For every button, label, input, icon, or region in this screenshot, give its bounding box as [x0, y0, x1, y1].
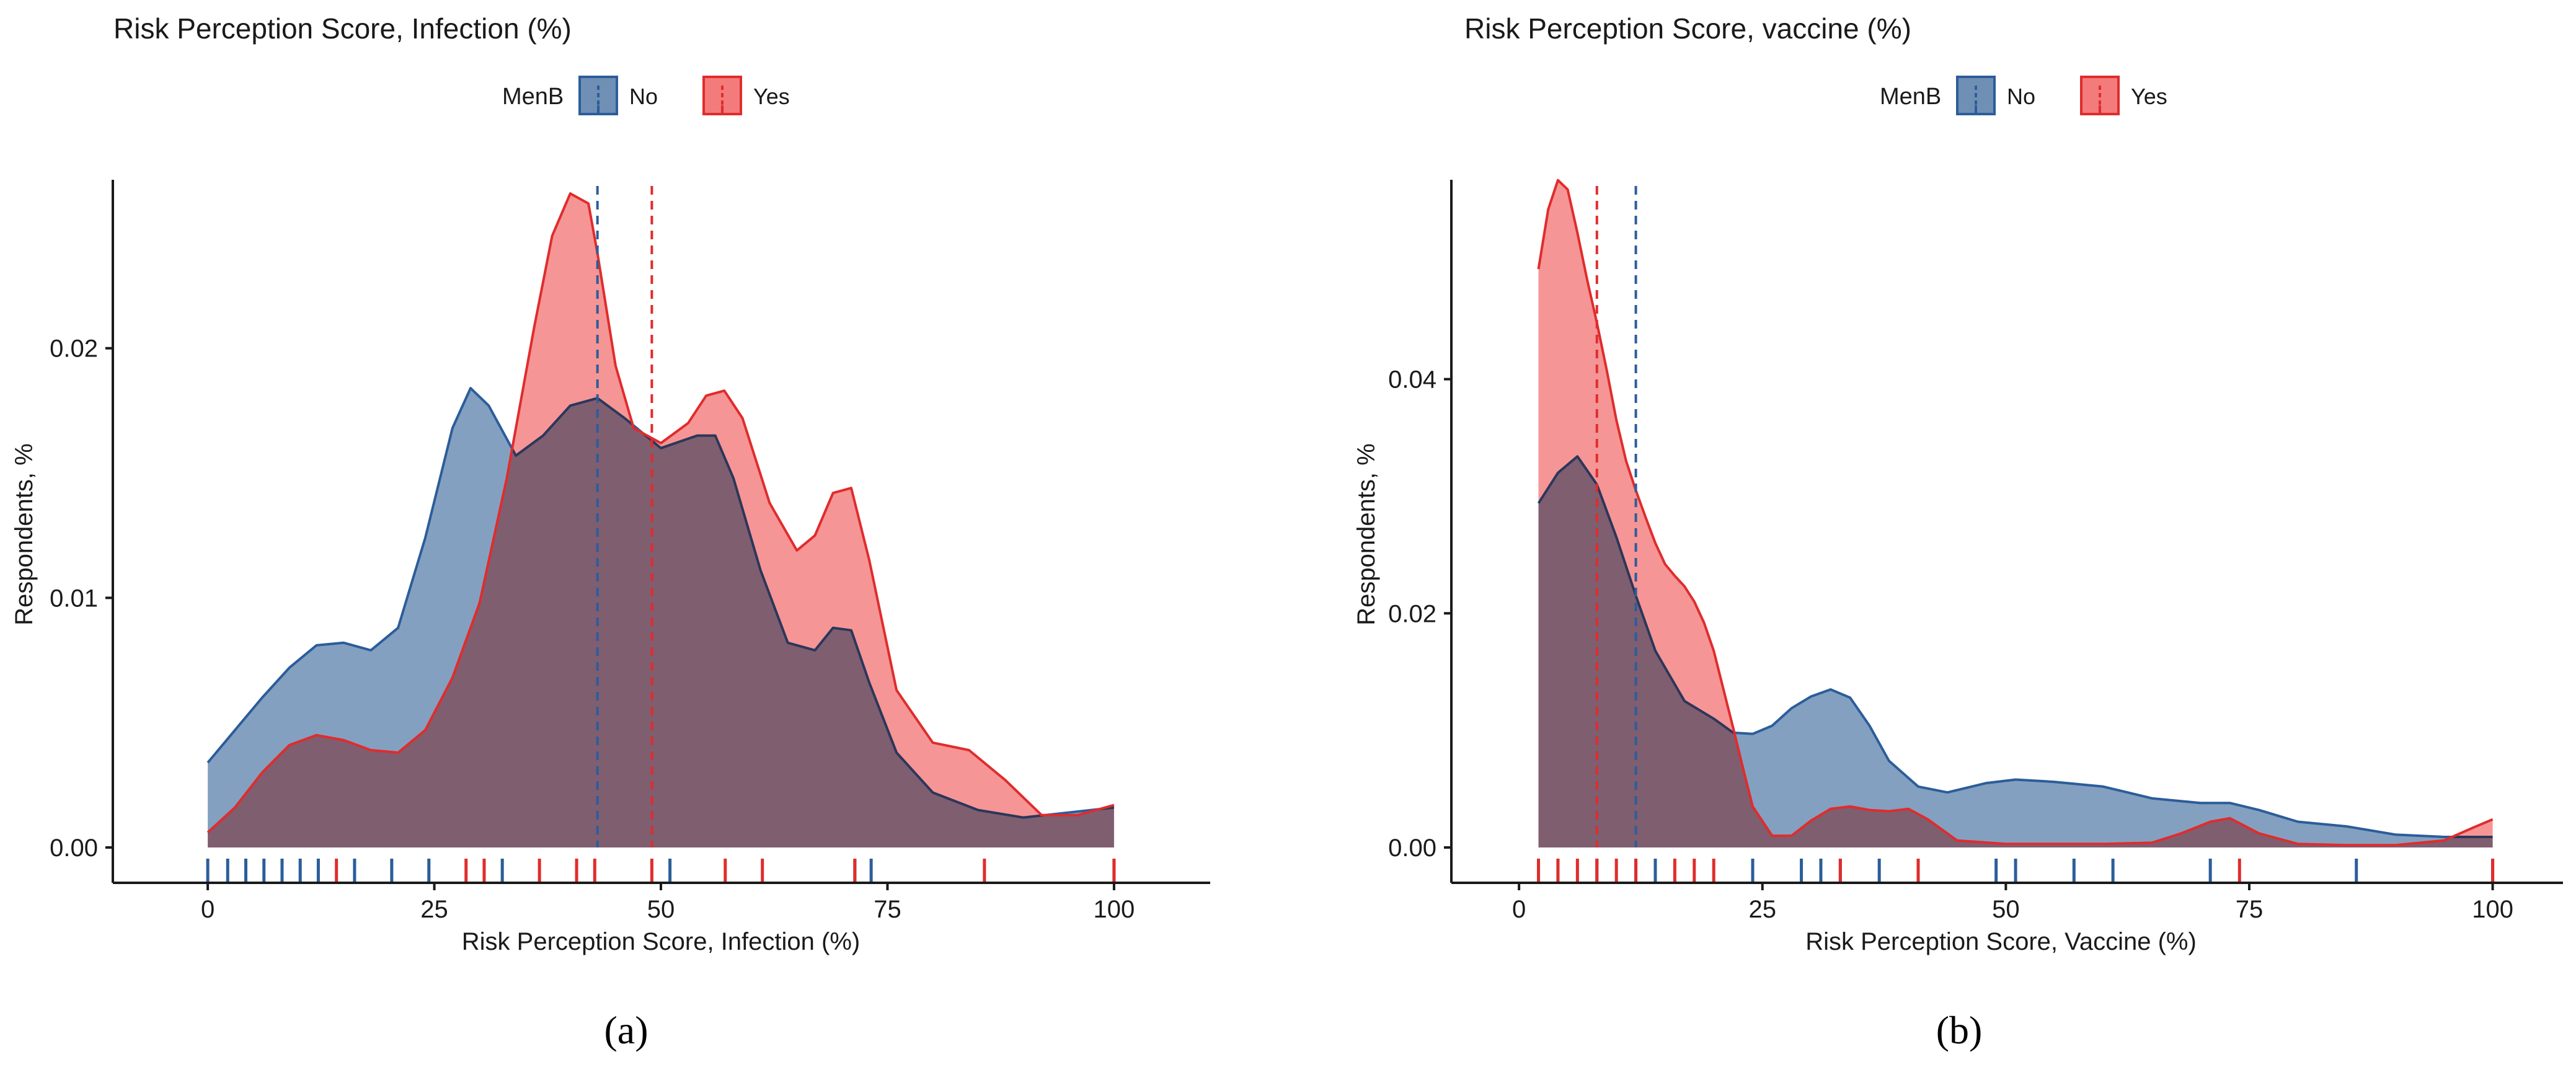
vaccine-chart-title: Risk Perception Score, vaccine (%) [1464, 12, 1911, 45]
infection-x-tick-label-2: 50 [647, 896, 675, 923]
infection-chart-title: Risk Perception Score, Infection (%) [113, 12, 572, 45]
infection-density-chart: Risk Perception Score, Infection (%) MenB… [11, 12, 1210, 955]
vaccine-legend-label-yes: Yes [2131, 84, 2167, 109]
caption-b: (b) [1936, 1008, 1983, 1052]
vaccine-x-tick-label-3: 75 [2236, 896, 2264, 923]
infection-legend: MenB No Yes [502, 76, 790, 115]
caption-a: (a) [604, 1008, 648, 1052]
vaccine-x-tick-label-4: 100 [2472, 896, 2513, 923]
infection-x-tick-label-1: 25 [420, 896, 448, 923]
panel-b-vaccine: Risk Perception Score, vaccine (%) MenB No… [1288, 0, 2575, 1075]
infection-legend-label-no: No [629, 84, 658, 109]
infection-x-tick-label-4: 100 [1094, 896, 1135, 923]
vaccine-y-tick-label-2: 0.04 [1388, 366, 1436, 394]
vaccine-x-tick-label-1: 25 [1748, 896, 1776, 923]
infection-density-area-yes [208, 193, 1114, 848]
vaccine-x-tick-label-0: 0 [1512, 896, 1526, 923]
vaccine-density-area-no [1538, 456, 2493, 847]
infection-y-axis-label: Respondents, % [11, 443, 38, 626]
vaccine-x-axis-label: Risk Perception Score, Vaccine (%) [1805, 928, 2197, 955]
vaccine-density-chart: Risk Perception Score, vaccine (%) MenB No… [1353, 12, 2563, 955]
vaccine-y-tick-label-1: 0.02 [1388, 600, 1436, 627]
infection-y-tick-label-0: 0.00 [50, 834, 98, 862]
infection-x-tick-label-0: 0 [201, 896, 215, 923]
vaccine-legend: MenB No Yes [1880, 76, 2167, 115]
vaccine-density-area-yes [1538, 180, 2493, 848]
panel-a-infection: Risk Perception Score, Infection (%) MenB… [11, 12, 1210, 955]
infection-x-tick-label-3: 75 [874, 896, 901, 923]
infection-density-line-yes [206, 192, 1115, 834]
vaccine-density-line-yes [1537, 179, 2494, 847]
infection-legend-label-yes: Yes [753, 84, 790, 109]
vaccine-y-tick-label-0: 0.00 [1388, 834, 1436, 862]
vaccine-legend-title: MenB [1880, 84, 1941, 110]
vaccine-legend-label-no: No [2007, 84, 2035, 109]
vaccine-y-axis-label: Respondents, % [1353, 443, 1380, 626]
infection-x-axis-label: Risk Perception Score, Infection (%) [462, 928, 860, 955]
vaccine-x-tick-label-2: 50 [1992, 896, 2020, 923]
infection-y-tick-label-2: 0.02 [50, 335, 98, 363]
infection-y-tick-label-1: 0.01 [50, 585, 98, 612]
infection-legend-title: MenB [502, 84, 564, 110]
